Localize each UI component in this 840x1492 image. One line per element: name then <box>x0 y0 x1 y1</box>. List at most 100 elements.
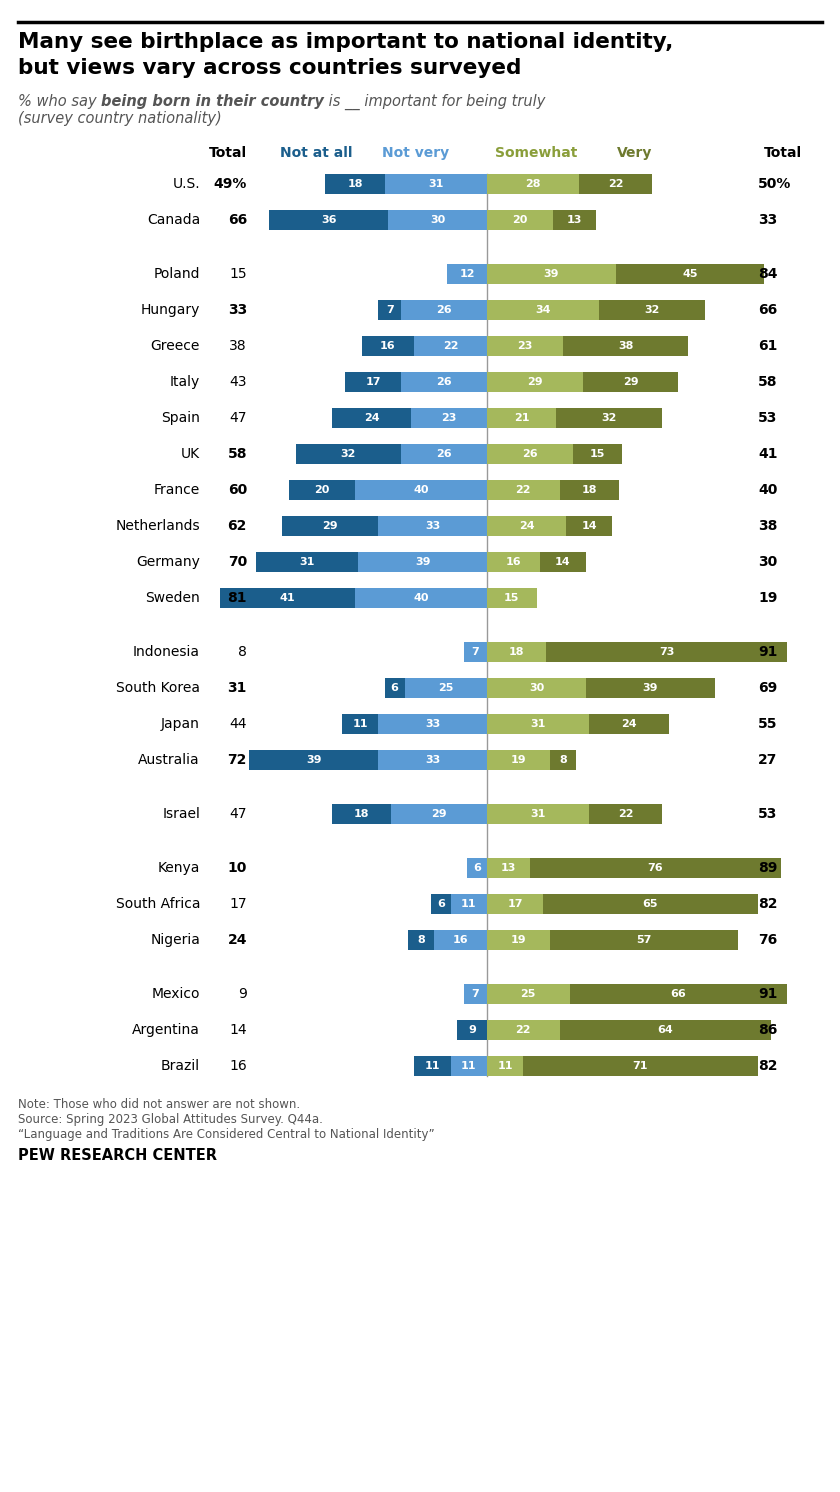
Bar <box>332 804 391 824</box>
Text: Israel: Israel <box>162 807 200 821</box>
Text: 60: 60 <box>228 483 247 497</box>
Text: 14: 14 <box>581 521 597 531</box>
Bar <box>580 175 652 194</box>
Text: 76: 76 <box>648 862 663 873</box>
Bar <box>590 804 662 824</box>
Text: 41: 41 <box>758 448 778 461</box>
Text: 39: 39 <box>306 755 322 765</box>
Text: 89: 89 <box>758 861 777 874</box>
Bar <box>402 372 487 392</box>
Bar <box>487 480 559 500</box>
Text: Total: Total <box>209 146 247 160</box>
Text: 69: 69 <box>758 680 777 695</box>
Text: 29: 29 <box>323 521 338 531</box>
Text: Somewhat: Somewhat <box>495 146 577 160</box>
Text: 33: 33 <box>425 521 440 531</box>
Text: 7: 7 <box>386 304 393 315</box>
Text: 33: 33 <box>425 755 440 765</box>
Text: 30: 30 <box>529 683 544 692</box>
Text: 24: 24 <box>621 719 637 730</box>
Text: 31: 31 <box>428 179 444 189</box>
Bar <box>378 750 487 770</box>
Text: 39: 39 <box>543 269 559 279</box>
Text: 32: 32 <box>644 304 659 315</box>
Bar <box>586 677 715 698</box>
Text: 81: 81 <box>228 591 247 604</box>
Bar <box>487 336 563 357</box>
Bar <box>559 1021 771 1040</box>
Bar <box>487 715 590 734</box>
Text: 19: 19 <box>511 755 526 765</box>
Text: Argentina: Argentina <box>132 1024 200 1037</box>
Text: 43: 43 <box>229 374 247 389</box>
Text: 31: 31 <box>531 809 546 819</box>
Text: Not very: Not very <box>382 146 449 160</box>
Bar <box>464 985 487 1004</box>
Text: (survey country nationality): (survey country nationality) <box>18 110 222 125</box>
Text: 45: 45 <box>682 269 698 279</box>
Bar <box>282 516 378 536</box>
Text: 82: 82 <box>758 1059 778 1073</box>
Text: 40: 40 <box>758 483 777 497</box>
Text: 57: 57 <box>636 935 652 944</box>
Text: 40: 40 <box>413 485 428 495</box>
Bar <box>540 552 586 571</box>
Text: 58: 58 <box>758 374 778 389</box>
Bar <box>487 300 599 319</box>
Text: 9: 9 <box>468 1025 476 1035</box>
Text: 31: 31 <box>300 557 315 567</box>
Bar <box>385 175 487 194</box>
Bar <box>467 858 487 877</box>
Text: 33: 33 <box>758 213 777 227</box>
Text: 66: 66 <box>228 213 247 227</box>
Text: 44: 44 <box>229 718 247 731</box>
Text: 84: 84 <box>758 267 778 280</box>
Text: 24: 24 <box>364 413 380 424</box>
Bar <box>563 336 688 357</box>
Text: 50%: 50% <box>758 178 791 191</box>
Bar <box>431 894 451 915</box>
Text: 38: 38 <box>618 342 633 351</box>
Bar <box>487 588 537 609</box>
Text: 16: 16 <box>506 557 521 567</box>
Bar <box>355 480 487 500</box>
Text: 15: 15 <box>229 267 247 280</box>
Text: 64: 64 <box>658 1025 673 1035</box>
Bar <box>325 175 385 194</box>
Text: Total: Total <box>764 146 802 160</box>
Text: 91: 91 <box>758 645 777 659</box>
Text: 7: 7 <box>471 989 480 1000</box>
Bar <box>342 715 378 734</box>
Text: 31: 31 <box>531 719 546 730</box>
Text: Not at all: Not at all <box>280 146 352 160</box>
Text: 30: 30 <box>430 215 445 225</box>
Text: 24: 24 <box>519 521 534 531</box>
Text: 33: 33 <box>228 303 247 316</box>
Text: 30: 30 <box>758 555 777 568</box>
Bar <box>414 1056 451 1076</box>
Bar <box>553 210 596 230</box>
Text: Japan: Japan <box>161 718 200 731</box>
Text: 14: 14 <box>229 1024 247 1037</box>
Bar <box>487 407 556 428</box>
Text: 71: 71 <box>633 1061 648 1071</box>
Text: 26: 26 <box>436 377 452 386</box>
Text: 53: 53 <box>758 410 777 425</box>
Bar <box>556 407 662 428</box>
Text: 11: 11 <box>461 1061 476 1071</box>
Bar <box>549 750 576 770</box>
Text: 17: 17 <box>507 900 522 909</box>
Text: South Korea: South Korea <box>116 680 200 695</box>
Text: 16: 16 <box>381 342 396 351</box>
Text: 40: 40 <box>413 592 428 603</box>
Text: 18: 18 <box>509 648 524 656</box>
Bar <box>583 372 679 392</box>
Text: Note: Those who did not answer are not shown.: Note: Those who did not answer are not s… <box>18 1098 300 1112</box>
Text: 12: 12 <box>459 269 475 279</box>
Text: 66: 66 <box>670 989 686 1000</box>
Bar <box>487 677 586 698</box>
Text: 15: 15 <box>504 592 519 603</box>
Text: 49%: 49% <box>213 178 247 191</box>
Text: 23: 23 <box>441 413 457 424</box>
Text: 13: 13 <box>567 215 582 225</box>
